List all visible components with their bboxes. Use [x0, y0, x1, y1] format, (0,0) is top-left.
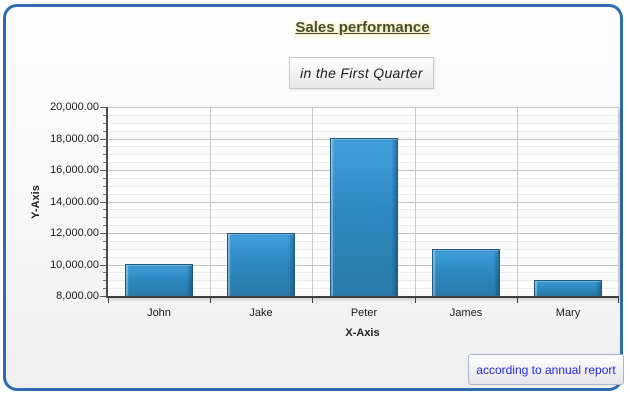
gridline-vertical	[517, 107, 518, 296]
x-tick-label: Mary	[555, 307, 581, 319]
y-tick-minor	[103, 225, 106, 226]
y-tick-label: 16,000.00	[50, 164, 99, 176]
y-tick-minor	[103, 241, 106, 242]
chart-title: Sales performance	[295, 19, 430, 36]
y-tick-label: 10,000.00	[50, 259, 99, 271]
x-tick	[517, 296, 518, 303]
y-tick-major	[100, 170, 106, 171]
y-tick-minor	[103, 162, 106, 163]
bar-john[interactable]	[125, 264, 193, 296]
y-tick-minor	[103, 178, 106, 179]
bar-peter[interactable]	[330, 138, 398, 296]
x-axis-title: X-Axis	[345, 327, 380, 339]
plot-area: 8,000.00 10,000.00 12,000.00 14,000.00 16,00…	[50, 101, 619, 319]
y-tick-major	[100, 202, 106, 203]
chart-frame: Sales performance in the First Quarter Y…	[3, 4, 624, 391]
gridline-vertical	[415, 107, 416, 296]
y-tick-minor	[103, 131, 106, 132]
chart-subtitle: in the First Quarter	[300, 65, 423, 81]
chart-subtitle-box: in the First Quarter	[289, 57, 434, 89]
y-tick-minor	[103, 115, 106, 116]
gridline-minor	[108, 131, 619, 132]
x-tick	[210, 296, 211, 303]
x-tick-label: Jake	[249, 307, 273, 319]
x-tick	[415, 296, 416, 303]
y-tick-minor	[103, 272, 106, 273]
y-tick-major	[100, 107, 106, 108]
y-tick-label: 8,000.00	[56, 290, 99, 302]
y-tick-minor	[103, 194, 106, 195]
x-tick	[618, 296, 619, 303]
y-tick-major	[100, 139, 106, 140]
x-tick-label: Peter	[350, 307, 378, 319]
y-tick-minor	[103, 280, 106, 281]
bar-jake[interactable]	[227, 233, 295, 296]
y-tick-minor	[103, 209, 106, 210]
y-tick-minor	[103, 249, 106, 250]
gridline-minor	[108, 123, 619, 124]
x-tick-label: James	[449, 307, 483, 319]
annotation-box[interactable]: according to annual report	[468, 354, 624, 385]
y-tick-minor	[103, 257, 106, 258]
gridline-vertical	[618, 107, 619, 296]
x-tick	[312, 296, 313, 303]
y-tick-minor	[103, 186, 106, 187]
y-tick-minor	[103, 123, 106, 124]
bar-james[interactable]	[432, 249, 500, 296]
y-tick-label: 12,000.00	[50, 227, 99, 239]
y-tick-label: 20,000.00	[50, 101, 99, 113]
y-tick-minor	[103, 154, 106, 155]
x-tick-label: John	[147, 307, 171, 319]
y-tick-minor	[103, 146, 106, 147]
y-tick-minor	[103, 217, 106, 218]
annotation-text: according to annual report	[476, 362, 616, 377]
bar-mary[interactable]	[534, 280, 602, 296]
gridline-vertical	[210, 107, 211, 296]
y-tick-major	[100, 233, 106, 234]
y-tick-major	[100, 296, 106, 297]
y-tick-major	[100, 265, 106, 266]
gridline-major	[108, 107, 619, 108]
y-tick-label: 18,000.00	[50, 133, 99, 145]
x-tick	[108, 296, 109, 303]
gridline-minor	[108, 115, 619, 116]
y-tick-minor	[103, 288, 106, 289]
gridline-vertical	[312, 107, 313, 296]
y-tick-label: 14,000.00	[50, 196, 99, 208]
